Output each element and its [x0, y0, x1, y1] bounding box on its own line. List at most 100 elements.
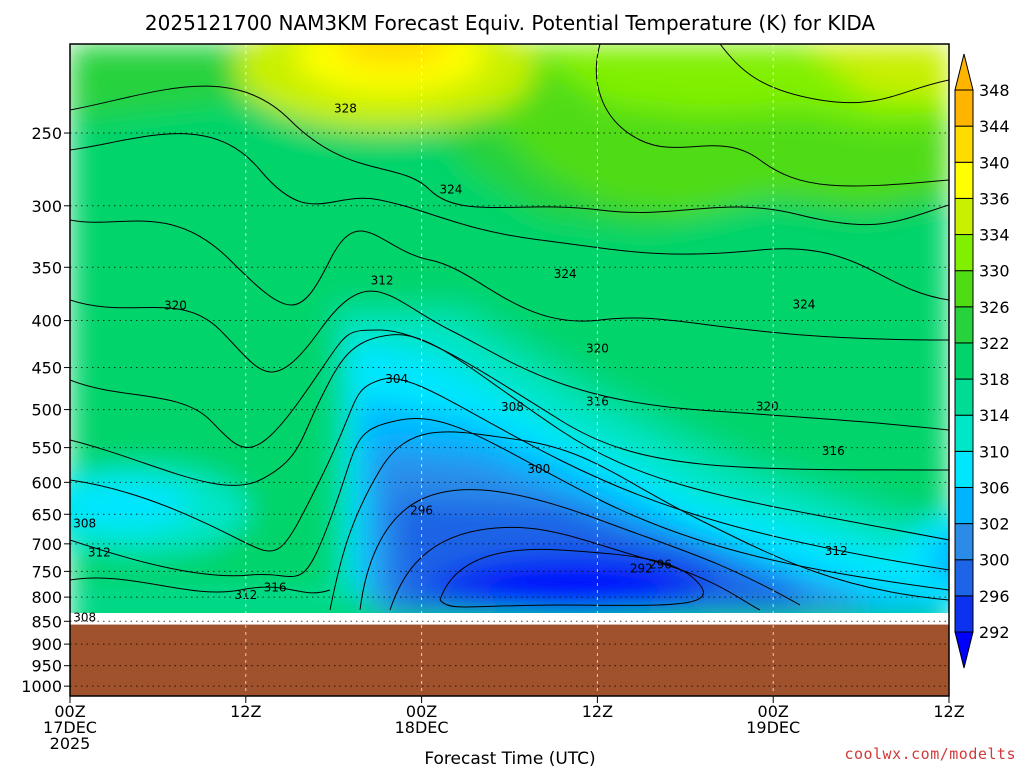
svg-text:308: 308 — [73, 516, 96, 530]
svg-text:324: 324 — [554, 267, 577, 281]
colorbar-label: 314 — [979, 406, 1010, 425]
contour-label-312: 312 — [88, 545, 111, 559]
credit-text: coolwx.com/modelts — [844, 745, 1016, 763]
colorbar-label: 300 — [979, 551, 1010, 570]
colorbar-band — [954, 595, 974, 633]
colorbar-band — [954, 234, 974, 272]
svg-text:308: 308 — [73, 611, 96, 625]
y-tick-label: 600 — [31, 473, 62, 492]
y-tick-label: 950 — [31, 657, 62, 676]
contour-label-324: 324 — [554, 267, 577, 281]
colorbar-label: 296 — [979, 587, 1010, 606]
colorbar-band — [954, 450, 974, 488]
svg-text:316: 316 — [264, 581, 287, 595]
x-axis-label: Forecast Time (UTC) — [424, 749, 595, 768]
y-axis: 250 300 350 400 450 500 550 600 650 700 750 800 850 9… — [21, 124, 70, 696]
svg-text:312: 312 — [88, 545, 111, 559]
colorbar-band — [954, 125, 974, 163]
y-tick-label: 250 — [31, 124, 62, 143]
color-shading — [70, 44, 949, 613]
colorbar-band — [954, 342, 974, 380]
colorbar-label: 292 — [979, 623, 1010, 642]
colorbar-band — [954, 559, 974, 597]
contour-label-308: 308 — [501, 400, 524, 414]
contour-label-324: 324 — [439, 182, 462, 196]
x-tick-label: 12Z — [230, 702, 261, 721]
contour-label-320: 320 — [756, 399, 779, 413]
y-tick-label: 500 — [31, 401, 62, 420]
colorbar-label: 326 — [979, 298, 1010, 317]
contour-label-312: 312 — [371, 274, 394, 288]
svg-text:308: 308 — [501, 400, 524, 414]
colorbar-label: 340 — [979, 153, 1010, 172]
colorbar-label: 306 — [979, 478, 1010, 497]
grid-lines — [70, 44, 949, 696]
y-tick-label: 800 — [31, 588, 62, 607]
theta-e-field — [70, 44, 949, 613]
svg-text:324: 324 — [793, 297, 816, 311]
y-tick-label: 700 — [31, 535, 62, 554]
contour-label-312: 312 — [234, 588, 257, 602]
x-tick-label: 00Z — [406, 702, 437, 721]
contour-label-316: 316 — [822, 444, 845, 458]
x-tick-label: 00Z — [54, 702, 85, 721]
svg-text:304: 304 — [385, 372, 408, 386]
contour-label-292: 292 — [630, 562, 653, 576]
ground-mask — [70, 624, 949, 696]
contour-lines — [70, 44, 949, 611]
x-tick-label: 17DEC — [43, 718, 97, 737]
y-tick-label: 400 — [31, 312, 62, 331]
x-tick-label: 2025 — [50, 734, 91, 753]
colorbar-label: 348 — [979, 81, 1010, 100]
y-tick-label: 650 — [31, 505, 62, 524]
colorbar-band — [954, 197, 974, 236]
y-tick-label: 550 — [31, 439, 62, 458]
colorbar-label: 344 — [979, 117, 1010, 136]
y-tick-label: 1000 — [21, 677, 62, 696]
colorbar: 292 296 300 302 306 310 314 318 322 326 330 334 336 3… — [954, 53, 1010, 669]
svg-text:292: 292 — [630, 562, 653, 576]
contour-label-296: 296 — [410, 504, 433, 518]
svg-text:316: 316 — [822, 444, 845, 458]
colorbar-label: 334 — [979, 226, 1010, 245]
x-tick-label: 12Z — [933, 702, 964, 721]
svg-text:320: 320 — [164, 298, 187, 312]
y-tick-label: 350 — [31, 258, 62, 277]
contour-label-308: 308 — [73, 516, 96, 530]
contour-label-320: 320 — [164, 298, 187, 312]
colorbar-band — [954, 414, 974, 452]
contour-label-328: 328 — [334, 101, 357, 115]
colorbar-band — [954, 486, 974, 525]
y-tick-label: 850 — [31, 612, 62, 631]
colorbar-label: 302 — [979, 515, 1010, 534]
plot-frame — [69, 43, 950, 697]
colorbar-band — [954, 161, 974, 199]
colorbar-label: 318 — [979, 370, 1010, 389]
y-tick-label: 300 — [31, 197, 62, 216]
chart-title: 2025121700 NAM3KM Forecast Equiv. Potent… — [145, 11, 876, 35]
x-tick-label: 12Z — [582, 702, 613, 721]
contour-label-300: 300 — [527, 462, 550, 476]
colorbar-band — [954, 378, 974, 416]
contour-label-312: 312 — [825, 544, 848, 558]
x-tick-label: 00Z — [758, 702, 789, 721]
svg-text:300: 300 — [527, 462, 550, 476]
contour-label-320: 320 — [586, 341, 609, 355]
svg-text:320: 320 — [586, 341, 609, 355]
x-tick-label: 18DEC — [395, 718, 449, 737]
svg-text:324: 324 — [439, 182, 462, 196]
colorbar-label: 336 — [979, 189, 1010, 208]
svg-text:296: 296 — [649, 557, 672, 571]
svg-text:312: 312 — [825, 544, 848, 558]
contour-label-316: 316 — [264, 581, 287, 595]
svg-text:312: 312 — [234, 588, 257, 602]
svg-text:296: 296 — [410, 504, 433, 518]
contour-labels: 328 324 324 324 320 320 320 312 304 308 316 316 300 2… — [73, 101, 848, 625]
colorbar-band — [954, 523, 974, 561]
contour-label-308: 308 — [73, 611, 96, 625]
colorbar-label: 330 — [979, 262, 1010, 281]
colorbar-label: 310 — [979, 442, 1010, 461]
contour-label-304: 304 — [385, 372, 408, 386]
colorbar-label: 322 — [979, 334, 1010, 353]
